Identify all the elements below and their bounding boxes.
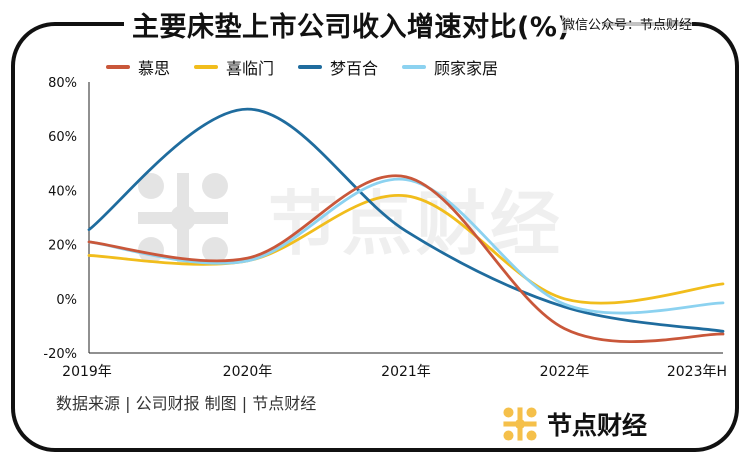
series-line-3: [87, 107, 725, 333]
brand-logo-icon: [503, 407, 537, 441]
series-line-4: [87, 177, 725, 315]
series-line-1: [87, 174, 725, 343]
y-tick-label: 80%: [48, 76, 77, 91]
legend-label: 顾家家居: [434, 59, 499, 78]
title-backdrop: [124, 2, 602, 42]
y-tick-label: 0%: [56, 293, 77, 308]
footer-badge-backdrop: [492, 397, 692, 445]
y-tick-label: 40%: [48, 184, 77, 199]
chart-card-frame: [11, 22, 739, 452]
footer-brand-name: 节点财经: [547, 411, 648, 440]
chart-title: 主要床垫上市公司收入增速对比(%): [132, 12, 571, 43]
legend-label: 慕思: [138, 59, 171, 78]
chart-legend: 慕思 喜临门 梦百合 顾家家居: [106, 55, 498, 79]
x-tick-label: 2023年H: [667, 364, 727, 380]
series-line-2: [87, 194, 725, 305]
y-tick-label: -20%: [43, 347, 77, 362]
legend-swatch: [298, 65, 323, 69]
legend-item: 顾家家居: [402, 55, 498, 79]
legend-swatch: [194, 65, 219, 69]
legend-item: 喜临门: [194, 55, 274, 79]
y-tick-label: 20%: [48, 239, 77, 254]
legend-item: 慕思: [106, 55, 170, 79]
legend-label: 喜临门: [226, 59, 275, 78]
watermark-logo-icon: [138, 173, 228, 263]
x-tick-label: 2019年: [62, 364, 112, 380]
legend-item: 梦百合: [298, 55, 378, 79]
legend-swatch: [106, 65, 130, 69]
y-tick-label: 60%: [48, 130, 77, 145]
legend-swatch: [402, 65, 427, 69]
wechat-account-label: 微信公众号：节点财经: [562, 14, 693, 33]
x-tick-label: 2022年: [540, 364, 590, 380]
x-tick-label: 2021年: [381, 364, 431, 380]
data-source-note: 数据来源 | 公司财报 制图 | 节点财经: [56, 394, 317, 413]
x-tick-label: 2020年: [223, 364, 273, 380]
legend-label: 梦百合: [330, 59, 379, 78]
